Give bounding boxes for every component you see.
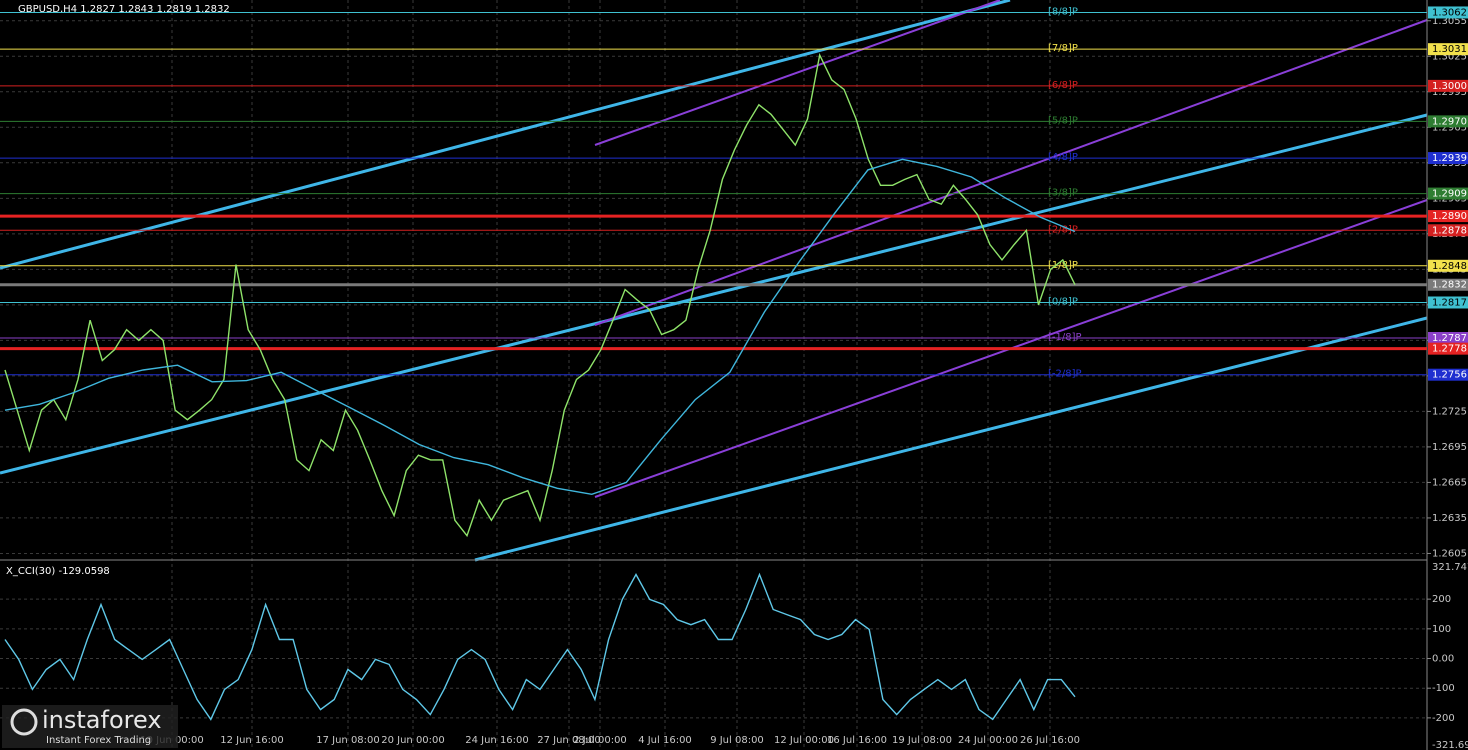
y-tick-label: 1.2605 [1432, 548, 1467, 559]
y-tick-label: -100 [1432, 683, 1455, 694]
level-badge [1428, 79, 1468, 92]
y-tick-label: 1.2725 [1432, 406, 1467, 417]
level-name: [8/8]P [1048, 6, 1078, 17]
level-label: 1.2778 [1432, 344, 1467, 355]
cci-min: -321.693 [1432, 740, 1468, 750]
level-label: 1.2832 [1432, 280, 1467, 291]
level-label: 1.2970 [1432, 116, 1467, 127]
level-name: [-2/8]P [1048, 369, 1082, 380]
level-name: [-1/8]P [1048, 332, 1082, 343]
level-badge [1428, 152, 1468, 165]
level-label: 1.2756 [1432, 370, 1467, 381]
y-tick-label: 1.2665 [1432, 477, 1467, 488]
level-name: [1/8]P [1048, 260, 1078, 271]
level-label: 1.2817 [1432, 297, 1467, 308]
brand: instaforex [42, 706, 162, 734]
level-name: [4/8]P [1048, 152, 1078, 163]
y-tick-label: 1.2635 [1432, 513, 1467, 524]
x-tick-label: 24 Jun 16:00 [465, 735, 529, 746]
level-badge [1428, 210, 1468, 223]
level-label: 1.2878 [1432, 225, 1467, 236]
level-badge [1428, 332, 1468, 345]
level-name: [3/8]P [1048, 188, 1078, 199]
chart-title: GBPUSD,H4 1.2827 1.2843 1.2819 1.2832 [18, 4, 230, 15]
y-tick-label: -200 [1432, 713, 1455, 724]
level-badge [1428, 259, 1468, 272]
level-badge [1428, 342, 1468, 355]
watermark: instaforex Instant Forex Trading [2, 705, 178, 748]
level-badge [1428, 368, 1468, 381]
y-tick-label: 1.2695 [1432, 442, 1467, 453]
cci-max: 321.7476 [1432, 562, 1468, 573]
level-label: 1.2787 [1432, 333, 1467, 344]
level-name: [7/8]P [1048, 43, 1078, 54]
x-tick-label: 17 Jun 08:00 [316, 735, 380, 746]
x-tick-label: 4 Jul 16:00 [638, 735, 692, 746]
y-tick-label: 200 [1432, 594, 1451, 605]
tagline: Instant Forex Trading [46, 735, 151, 746]
level-name: [0/8]P [1048, 296, 1078, 307]
y-tick-label: 1.3055 [1432, 16, 1467, 27]
x-tick-label: 12 Jul 00:00 [774, 735, 834, 746]
x-tick-label: 12 Jun 16:00 [220, 735, 284, 746]
x-tick-label: 27 Jun 08:00 [537, 735, 601, 746]
series-line [4, 158, 1076, 496]
x-tick-label: 9 Jul 08:00 [710, 735, 764, 746]
x-tick-label: 19 Jul 08:00 [892, 735, 952, 746]
level-label: 1.2939 [1432, 153, 1467, 164]
x-tick-label: 20 Jun 00:00 [381, 735, 445, 746]
series-line [4, 572, 1076, 721]
trend-channels [0, 0, 1428, 562]
level-badge [1428, 278, 1468, 291]
y-tick-label: 1.2965 [1432, 122, 1467, 133]
level-badge [1428, 296, 1468, 309]
x-tick-label: 26 Jul 16:00 [1020, 735, 1080, 746]
level-name: [5/8]P [1048, 115, 1078, 126]
indicator-title: X_CCI(30) -129.0598 [6, 566, 110, 577]
level-badge [1428, 115, 1468, 128]
level-name: [6/8]P [1048, 80, 1078, 91]
level-label: 1.2909 [1432, 189, 1467, 200]
level-badge [1428, 224, 1468, 237]
level-label: 1.2890 [1432, 211, 1467, 222]
series-line [4, 52, 1076, 538]
y-tick-label: 0.00 [1432, 654, 1454, 665]
x-tick-label: 2 Jul 00:00 [573, 735, 627, 746]
y-tick-label: 100 [1432, 624, 1451, 635]
x-tick-label: 16 Jul 16:00 [827, 735, 887, 746]
y-tick-label: 1.3025 [1432, 51, 1467, 62]
level-label: 1.3031 [1432, 44, 1467, 55]
level-badge [1428, 6, 1468, 19]
level-label: 1.2848 [1432, 261, 1467, 272]
level-label: 1.3000 [1432, 81, 1467, 92]
level-label: 1.3062 [1432, 7, 1467, 18]
level-badge [1428, 187, 1468, 200]
level-badge [1428, 43, 1468, 56]
y-tick-label: 1.2995 [1432, 87, 1467, 98]
level-name: [2/8]P [1048, 224, 1078, 235]
x-tick-label: 24 Jul 00:00 [958, 735, 1018, 746]
